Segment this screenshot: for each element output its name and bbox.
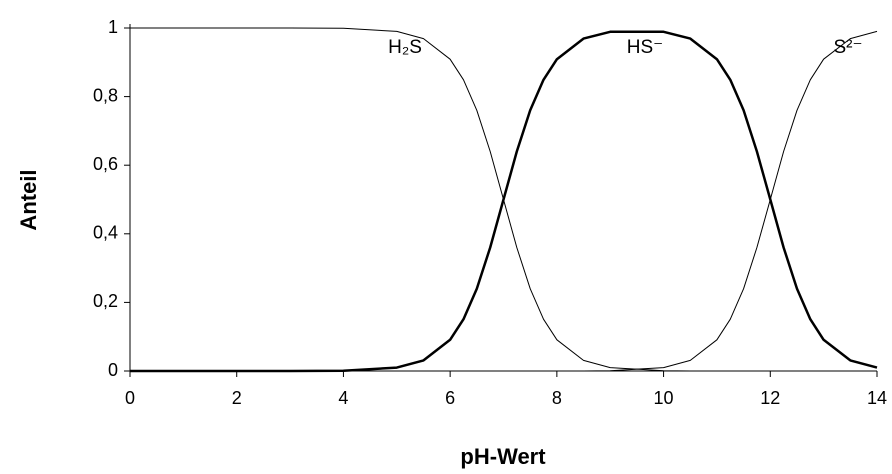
x-tick-label: 4 bbox=[338, 388, 348, 408]
y-tick-label: 0,6 bbox=[93, 154, 118, 174]
x-tick-label: 10 bbox=[654, 388, 674, 408]
y-tick-label: 0,4 bbox=[93, 223, 118, 243]
series-line bbox=[130, 30, 878, 372]
y-tick-label: 0,8 bbox=[93, 85, 118, 105]
y-axis-title: Anteil bbox=[16, 169, 41, 230]
x-tick-label: 14 bbox=[867, 388, 887, 408]
x-tick-label: 8 bbox=[552, 388, 562, 408]
x-axis-title: pH-Wert bbox=[460, 444, 546, 469]
series-line bbox=[130, 30, 878, 373]
series-label: H₂S bbox=[388, 37, 422, 58]
series-label: HS⁻ bbox=[627, 37, 663, 58]
series-line bbox=[130, 27, 877, 372]
y-tick-label: 0,2 bbox=[93, 291, 118, 311]
x-tick-label: 6 bbox=[445, 388, 455, 408]
y-tick-label: 0 bbox=[108, 360, 118, 380]
x-tick-label: 12 bbox=[760, 388, 780, 408]
series-label: S²⁻ bbox=[833, 37, 862, 58]
x-tick-label: 0 bbox=[125, 388, 135, 408]
x-tick-label: 2 bbox=[232, 388, 242, 408]
y-tick-label: 1 bbox=[108, 17, 118, 37]
